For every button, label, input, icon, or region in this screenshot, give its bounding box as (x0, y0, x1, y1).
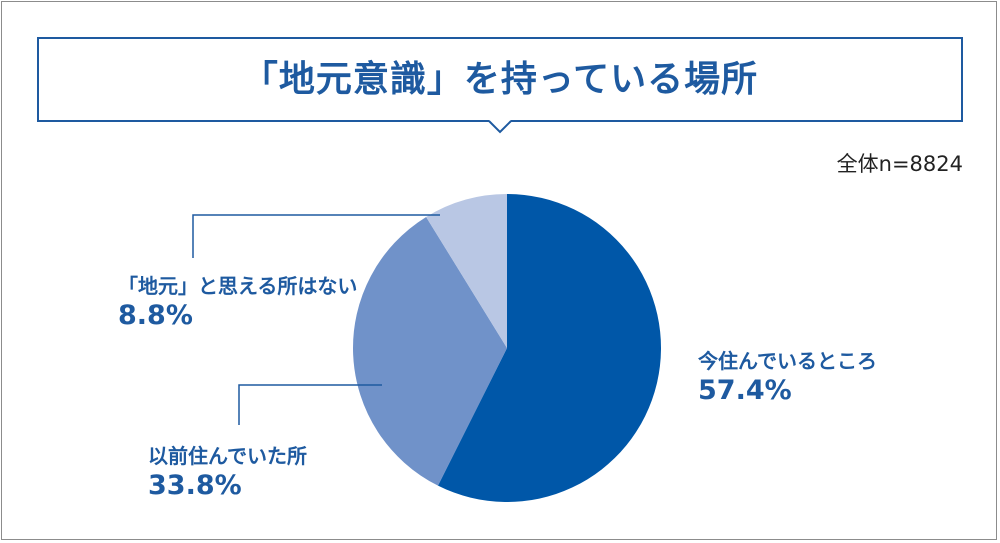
slice-value-none: 8.8% (118, 300, 193, 331)
slice-label-current: 今住んでいるところ (698, 349, 877, 373)
slice-label-none: 「地元」と思える所はない (118, 274, 358, 298)
slice-value-former: 33.8% (148, 470, 242, 501)
title-pointer-outline (488, 120, 512, 134)
chart-title: 「地元意識」を持っている場所 (241, 59, 759, 100)
slice-value-current: 57.4% (698, 375, 792, 406)
leader-line-none (192, 214, 440, 258)
pie-slice-former (353, 216, 507, 486)
sample-size-note: 全体n=8824 (836, 152, 963, 176)
leader-line-former (238, 384, 382, 425)
pie-slice-none (426, 194, 507, 348)
pie-slice-current (437, 193, 662, 502)
title-pointer (489, 120, 511, 132)
slice-label-former: 以前住んでいた所 (148, 444, 307, 468)
